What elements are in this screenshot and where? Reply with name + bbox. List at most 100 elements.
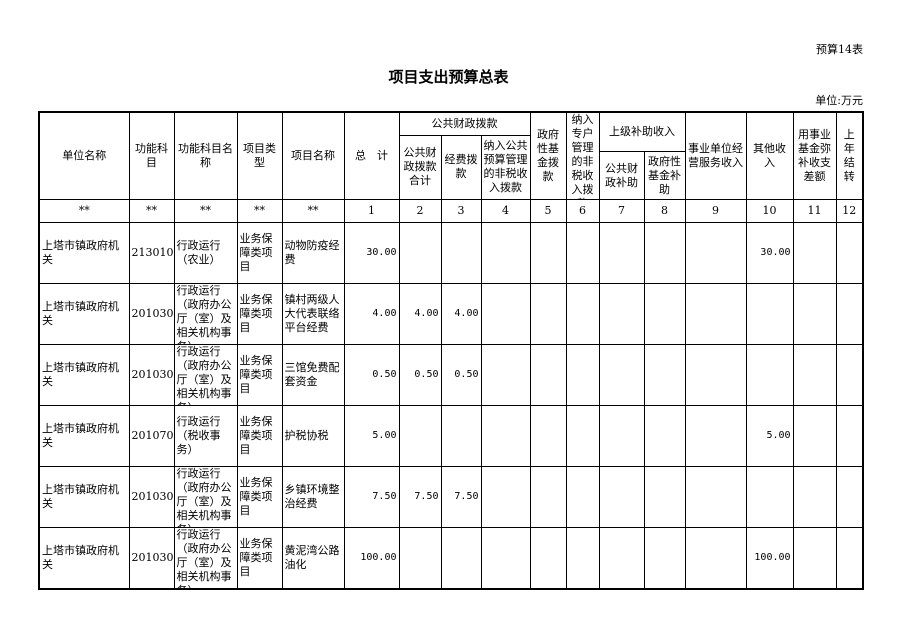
cell-public-fiscal-total-text: 7.50	[414, 491, 439, 502]
cell-unit-name-text: 上塔市镇政府机关	[42, 300, 119, 327]
index-cell: 5	[529, 199, 567, 223]
index-cell: 12	[835, 199, 864, 223]
cell-proj-name: 黄泥湾公路油化	[281, 527, 345, 590]
cell-unit-name: 上塔市镇政府机关	[38, 344, 130, 406]
index-cell: **	[281, 199, 345, 223]
header-superior-public: 公共财政补助	[598, 151, 645, 200]
cell-func-name-text: 行政运行（政府办公厅（室）及相关机构事务）	[176, 528, 232, 588]
cell-gov-fund	[529, 527, 567, 590]
table-row: 上塔市镇政府机关 2010301行政运行（政府办公厅（室）及相关机构事务）业务保障…	[38, 283, 864, 345]
index-cell: 2	[398, 199, 442, 223]
cell-gov-fund	[529, 466, 567, 528]
index-cell: 6	[565, 199, 600, 223]
cell-superior-gov	[643, 222, 686, 284]
cell-proj-name-text: 乡镇环境整治经费	[284, 483, 340, 510]
cell-carryover	[835, 527, 864, 590]
cell-public-fiscal-total	[398, 405, 442, 467]
header-func-name: 功能科目名称	[173, 111, 238, 200]
cell-funds-text: 0.50	[454, 369, 479, 380]
cell-func-code-text: 2010301	[131, 307, 174, 320]
cell-func-code-text: 2010301	[131, 490, 174, 503]
index-cell: 9	[684, 199, 747, 223]
table-row: 上塔市镇政府机关 2010301行政运行（政府办公厅（室）及相关机构事务）业务保障…	[38, 344, 864, 406]
cell-business	[684, 222, 747, 284]
cell-superior-public	[598, 283, 645, 345]
cell-proj-type: 业务保障类项目	[236, 222, 283, 284]
cell-unit-name: 上塔市镇政府机关	[38, 405, 130, 467]
header-superior-gov: 政府性基金补助	[643, 151, 686, 200]
cell-nontax-budget	[480, 527, 531, 590]
cell-func-name: 行政运行（农业）	[173, 222, 238, 284]
cell-nontax-special	[565, 405, 600, 467]
cell-fund-offset	[792, 466, 837, 528]
header-public-fiscal: 公共财政拨款	[398, 111, 531, 136]
table-row: 上塔市镇政府机关 2010301行政运行（政府办公厅（室）及相关机构事务）业务保障…	[38, 466, 864, 528]
cell-other: 30.00	[745, 222, 794, 284]
cell-superior-public	[598, 405, 645, 467]
header-carryover: 上年结转	[835, 111, 864, 200]
cell-proj-name-text: 护税协税	[284, 429, 329, 442]
cell-proj-type: 业务保障类项目	[236, 344, 283, 406]
cell-total: 0.50	[343, 344, 400, 406]
cell-func-code: 2130101	[128, 222, 175, 284]
cell-superior-gov	[643, 466, 686, 528]
cell-nontax-special	[565, 466, 600, 528]
index-cell: **	[128, 199, 175, 223]
cell-unit-name-text: 上塔市镇政府机关	[42, 239, 119, 266]
cell-total-text: 100.00	[360, 552, 397, 563]
cell-func-name-text: 行政运行（政府办公厅（室）及相关机构事务）	[176, 284, 232, 344]
cell-proj-type-text: 业务保障类项目	[239, 537, 273, 578]
cell-func-name: 行政运行（政府办公厅（室）及相关机构事务）	[173, 527, 238, 590]
cell-func-code: 2010301	[128, 466, 175, 528]
cell-other-text: 5.00	[766, 430, 791, 441]
cell-func-name-text: 行政运行（税收事务）	[176, 415, 221, 456]
cell-func-name-text: 行政运行（农业）	[176, 239, 221, 266]
cell-other: 100.00	[745, 527, 794, 590]
cell-total-text: 5.00	[372, 430, 397, 441]
header-nontax-special: 纳入专户管理的非税收入拨款	[565, 111, 600, 200]
cell-proj-type-text: 业务保障类项目	[239, 415, 273, 456]
index-cell: **	[236, 199, 283, 223]
cell-other: 5.00	[745, 405, 794, 467]
header-proj-type: 项目类型	[236, 111, 283, 200]
cell-unit-name: 上塔市镇政府机关	[38, 466, 130, 528]
cell-func-code-text: 2130101	[131, 246, 174, 259]
cell-superior-public	[598, 344, 645, 406]
cell-fund-offset	[792, 222, 837, 284]
header-funds: 经费拨款	[440, 134, 482, 200]
cell-funds	[440, 222, 482, 284]
cell-func-code: 2010301	[128, 283, 175, 345]
cell-func-name: 行政运行（政府办公厅（室）及相关机构事务）	[173, 283, 238, 345]
table-row: 上塔市镇政府机关 2010301行政运行（政府办公厅（室）及相关机构事务）业务保障…	[38, 527, 864, 590]
cell-nontax-special	[565, 222, 600, 284]
cell-carryover	[835, 466, 864, 528]
cell-public-fiscal-total: 4.00	[398, 283, 442, 345]
cell-func-name-text: 行政运行（政府办公厅（室）及相关机构事务）	[176, 467, 232, 527]
index-cell: 7	[598, 199, 645, 223]
index-row: ** ** ** ** ** 1 2 3 4 5 6 7 8 9 10 11 12	[38, 199, 864, 223]
cell-superior-gov	[643, 405, 686, 467]
cell-proj-name: 护税协税	[281, 405, 345, 467]
cell-other-text: 100.00	[754, 552, 791, 563]
cell-gov-fund	[529, 283, 567, 345]
cell-total-text: 7.50	[372, 491, 397, 502]
cell-proj-name-text: 镇村两级人大代表联络平台经费	[284, 293, 340, 334]
cell-funds	[440, 405, 482, 467]
cell-funds-text: 4.00	[454, 308, 479, 319]
cell-public-fiscal-total	[398, 527, 442, 590]
cell-fund-offset	[792, 283, 837, 345]
cell-carryover	[835, 283, 864, 345]
cell-nontax-budget	[480, 405, 531, 467]
cell-proj-name-text: 动物防疫经费	[284, 239, 340, 266]
cell-func-code: 2010701	[128, 405, 175, 467]
cell-carryover	[835, 222, 864, 284]
cell-nontax-budget	[480, 344, 531, 406]
index-cell: 4	[480, 199, 531, 223]
cell-public-fiscal-total	[398, 222, 442, 284]
cell-total: 100.00	[343, 527, 400, 590]
header-gov-fund: 政府性基金拨款	[529, 111, 567, 200]
cell-business	[684, 405, 747, 467]
cell-proj-name: 三馆免费配套资金	[281, 344, 345, 406]
cell-func-code: 2010301	[128, 527, 175, 590]
